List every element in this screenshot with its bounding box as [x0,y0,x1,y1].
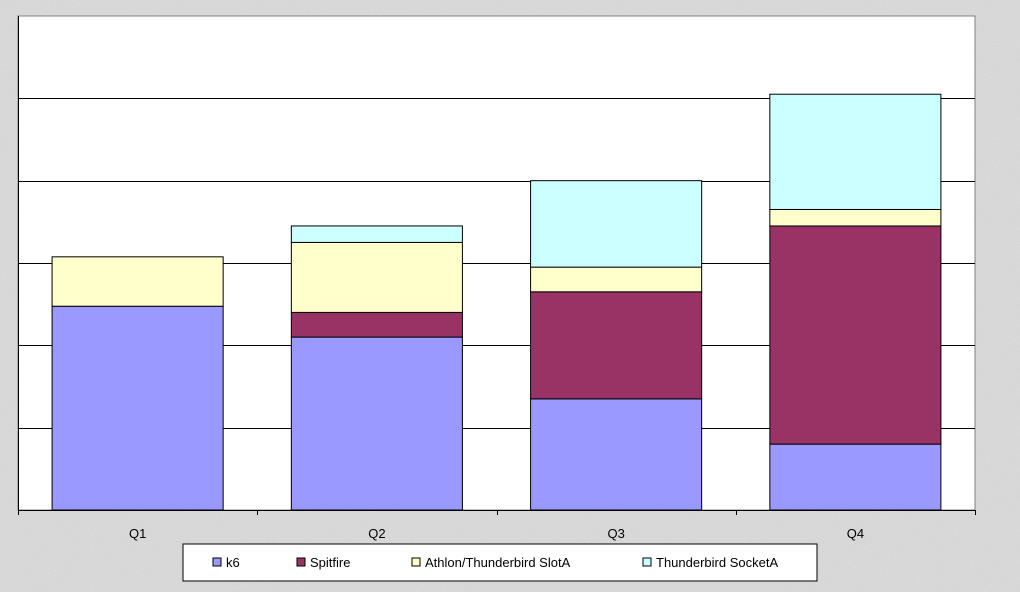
bar-segment [530,398,703,511]
bar-segment [530,291,703,400]
x-tick-label: Q2 [368,526,385,541]
x-tick-label: Q4 [847,526,864,541]
legend-swatch [642,557,652,567]
bar-segment [290,311,463,338]
bar-segment [530,180,703,268]
legend: k6 Spitfire Athlon/Thunderbird SlotA Thunde… [182,543,818,582]
legend-swatch [212,557,222,567]
bar-segment [769,443,942,511]
bar-segment [51,305,224,511]
bar-segment [769,93,942,210]
x-tick-label: Q3 [607,526,624,541]
legend-box [182,543,818,582]
bar-segment [769,225,942,445]
legend-label: k6 [226,555,240,570]
axes: Q1 Q2 Q3 Q4 [18,16,976,541]
bar-segment [290,241,463,313]
bar-segment [530,266,703,293]
legend-label: Athlon/Thunderbird SlotA [425,555,571,570]
bar-segment [290,336,463,511]
bar-segment [290,225,463,243]
legend-swatch [411,557,421,567]
x-tick-label: Q1 [129,526,146,541]
legend-label: Thunderbird SocketA [656,555,778,570]
legend-label: Spitfire [310,555,350,570]
legend-swatch [296,557,306,567]
bar-segment [769,208,942,227]
bars [51,93,942,511]
bar-segment [51,256,224,307]
